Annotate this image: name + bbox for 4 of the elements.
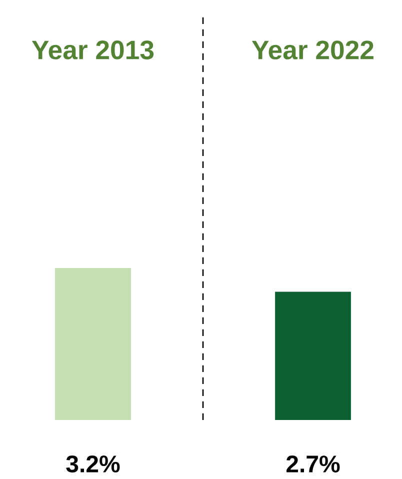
x-tick-label: Year 2022: [252, 40, 374, 60]
x-tick-label: Year 2013: [32, 40, 154, 60]
data-label: 3.2%: [66, 455, 120, 473]
data-label: 2.7%: [286, 456, 340, 472]
